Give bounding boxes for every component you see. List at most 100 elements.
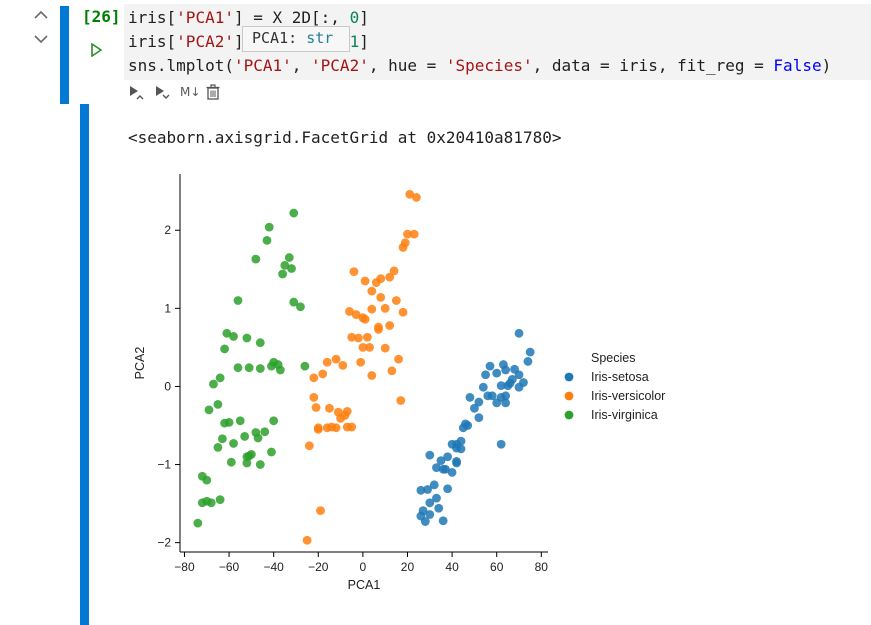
legend-item-label: Iris-setosa (591, 370, 649, 384)
scatter-point (365, 342, 374, 352)
output-selection-bar (80, 104, 89, 625)
scatter-point (246, 449, 256, 459)
scatter-point (349, 267, 359, 277)
scatter-point (322, 357, 332, 367)
scatter-point (474, 413, 484, 423)
scatter-point (470, 403, 479, 413)
code-token: 1 (349, 32, 360, 51)
scatter-point (380, 343, 390, 353)
scatter-point (215, 495, 225, 505)
scatter-point (434, 503, 444, 513)
scatter-point (229, 332, 238, 341)
scatter-point (360, 276, 370, 286)
x-tick-label: −80 (174, 560, 195, 574)
scatter-point (391, 296, 401, 305)
scatter-point (311, 403, 321, 412)
scatter-point (197, 498, 207, 508)
code-token: 'PCA2' (311, 56, 369, 75)
code-token: 'PCA1' (176, 8, 234, 27)
scatter-point (371, 278, 381, 287)
run-below-icon[interactable] (154, 84, 172, 104)
scatter-point (501, 391, 511, 401)
scatter-point (347, 422, 357, 432)
code-token: , hue = (368, 56, 446, 75)
code-line[interactable]: iris['PCA1'] = X_2D[:, 0] (128, 8, 369, 27)
scatter-point (362, 332, 372, 342)
scatter-point (240, 432, 250, 441)
scatter-point (220, 344, 230, 354)
cell-gutter (0, 0, 103, 625)
code-token: 0 (349, 8, 360, 27)
scatter-point (233, 296, 243, 305)
scatter-point (358, 342, 368, 352)
scatter-point (496, 439, 506, 449)
scatter-point (255, 460, 265, 469)
scatter-point (385, 272, 395, 282)
scatter-point (267, 447, 276, 457)
legend-item-label: Iris-virginica (591, 408, 658, 422)
scatter-point (206, 498, 216, 508)
scatter-point (438, 464, 448, 474)
scatter-point (280, 260, 290, 270)
code-token: ) (821, 56, 832, 75)
scatter-point (255, 364, 265, 373)
scatter-point (284, 253, 294, 262)
scatter-point (452, 457, 461, 466)
code-editor[interactable]: iris['PCA1'] = X_2D[:, 0] iris['PCA2'] =… (124, 4, 871, 80)
scatter-point (432, 463, 441, 473)
scatter-point (525, 347, 535, 357)
cell-selection-bar (60, 6, 69, 104)
scatter-point (367, 371, 377, 380)
code-token: 'PCA1' (233, 56, 292, 75)
scatter-point (222, 328, 232, 338)
scatter-point (336, 414, 345, 423)
scatter-plot: −80 −60 −40 −20 0 20 40 60 80 −2 −1 0 1 2 PCA1 PCA2 Spe… (133, 174, 665, 592)
scatter-point (481, 370, 490, 380)
legend-marker (564, 391, 574, 401)
code-token: , (291, 56, 312, 75)
scatter-point (360, 314, 370, 324)
delete-icon[interactable] (206, 84, 220, 104)
scatter-point (322, 423, 332, 433)
scatter-point (425, 510, 435, 519)
x-axis-label: PCA1 (348, 578, 381, 592)
collapse-down-icon[interactable] (34, 33, 48, 47)
x-tick-label: 60 (490, 560, 504, 574)
collapse-up-icon[interactable] (34, 9, 48, 23)
code-line[interactable]: sns.lmplot('PCA1', 'PCA2', hue = 'Specie… (128, 56, 831, 75)
scatter-point (273, 360, 283, 369)
scatter-point (289, 297, 299, 307)
run-cell-icon[interactable] (90, 42, 103, 60)
code-token: iris[ (128, 32, 177, 51)
legend-item-label: Iris-versicolor (591, 389, 665, 403)
scatter-point (394, 354, 403, 364)
scatter-point (217, 434, 227, 444)
scatter-point (412, 193, 421, 202)
scatter-point (235, 416, 245, 426)
scatter-point (443, 452, 453, 462)
scatter-point (300, 361, 310, 371)
scatter-point (233, 363, 243, 373)
scatter-point (354, 333, 363, 343)
tooltip-type: str (306, 29, 334, 47)
run-above-icon[interactable] (128, 84, 146, 104)
code-token: False (773, 56, 822, 75)
scatter-point (226, 457, 236, 467)
scatter-point (296, 302, 305, 312)
y-tick-label: −1 (157, 458, 171, 472)
x-tick-label: −40 (263, 560, 284, 574)
scatter-point (474, 397, 484, 407)
scatter-point (289, 208, 299, 218)
scatter-point (425, 498, 435, 508)
scatter-point (496, 381, 506, 391)
scatter-point (385, 321, 395, 330)
scatter-point (356, 357, 366, 367)
markdown-icon[interactable]: M↓ (180, 85, 201, 99)
scatter-point (269, 416, 279, 426)
scatter-point (416, 485, 426, 495)
scatter-point (325, 403, 334, 413)
scatter-point (485, 361, 495, 371)
scatter-point (367, 304, 377, 314)
scatter-point (278, 269, 287, 279)
scatter-point (452, 443, 461, 453)
